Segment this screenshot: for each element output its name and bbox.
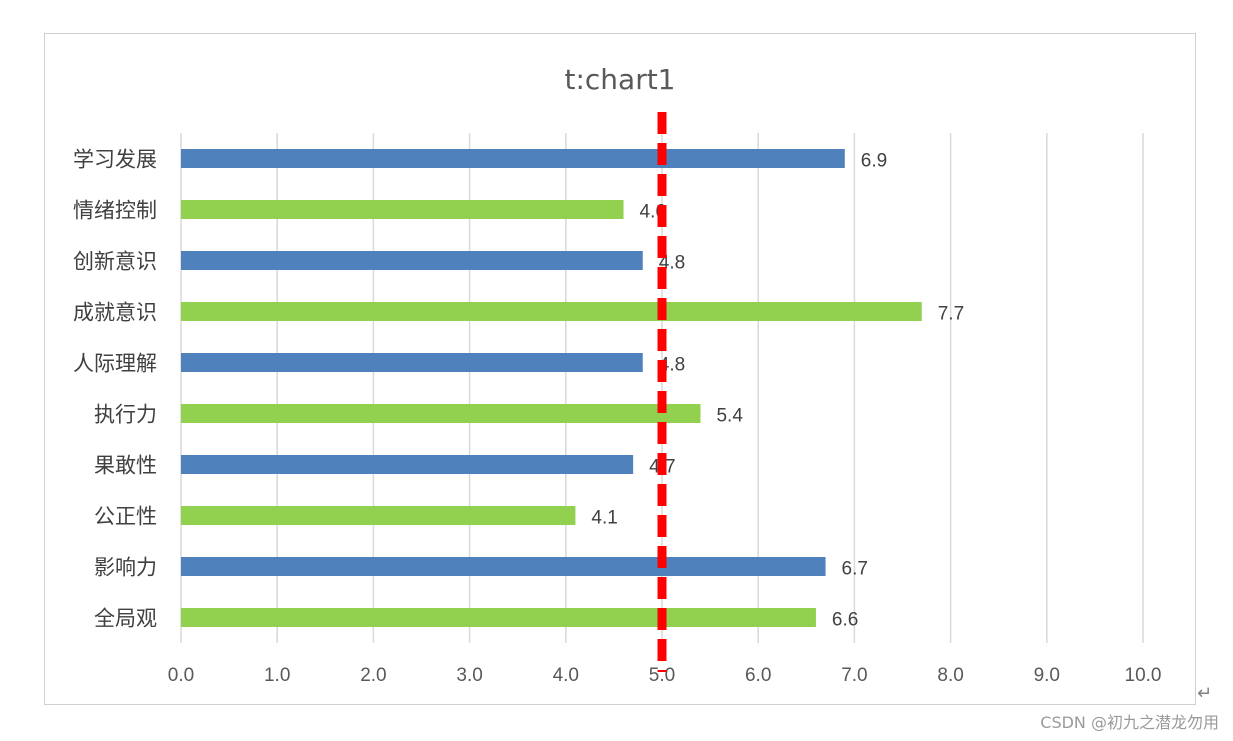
bar: [181, 302, 922, 321]
chart-title: t:chart1: [564, 63, 675, 96]
bars: [181, 149, 922, 627]
x-tick-label: 0.0: [168, 665, 194, 686]
bar: [181, 506, 576, 525]
x-tick-label: 8.0: [937, 665, 963, 686]
category-label: 情绪控制: [73, 199, 157, 223]
bar: [181, 251, 643, 270]
x-axis-ticks: 0.0 1.0 2.0 3.0 4.0 5.0 6.0 7.0 8.0 9.0 10.0: [168, 665, 1162, 686]
bar: [181, 404, 701, 423]
value-label: 6.6: [832, 610, 858, 631]
x-tick-label: 4.0: [553, 665, 579, 686]
x-tick-label: 6.0: [745, 665, 771, 686]
bar: [181, 608, 816, 627]
bar: [181, 557, 826, 576]
x-tick-label: 7.0: [841, 665, 867, 686]
return-mark-icon: ↵: [1197, 683, 1213, 704]
watermark: CSDN @初九之潜龙勿用: [1040, 713, 1219, 732]
category-label: 创新意识: [73, 250, 157, 274]
value-labels: 6.94.64.87.74.85.44.74.16.76.6: [591, 151, 964, 631]
x-tick-label: 9.0: [1034, 665, 1060, 686]
category-label: 学习发展: [73, 148, 157, 172]
x-tick-label: 3.0: [456, 665, 482, 686]
x-tick-label: 10.0: [1125, 665, 1162, 686]
category-label: 果敢性: [94, 454, 157, 478]
category-label: 成就意识: [73, 301, 157, 325]
value-label: 6.9: [861, 151, 887, 172]
category-label: 人际理解: [73, 352, 157, 376]
value-label: 5.4: [716, 406, 743, 427]
category-label: 执行力: [94, 403, 157, 427]
category-label: 影响力: [94, 556, 157, 580]
bar: [181, 149, 845, 168]
bar: [181, 353, 643, 372]
x-tick-label: 1.0: [264, 665, 290, 686]
category-label: 公正性: [94, 505, 157, 529]
x-tick-label: 2.0: [360, 665, 386, 686]
value-label: 4.1: [591, 508, 617, 529]
category-label: 全局观: [94, 607, 157, 631]
bar: [181, 200, 624, 219]
x-tick-label: 5.0: [649, 665, 675, 686]
value-label: 6.7: [842, 559, 868, 580]
bar: [181, 455, 634, 474]
value-label: 7.7: [938, 304, 964, 325]
